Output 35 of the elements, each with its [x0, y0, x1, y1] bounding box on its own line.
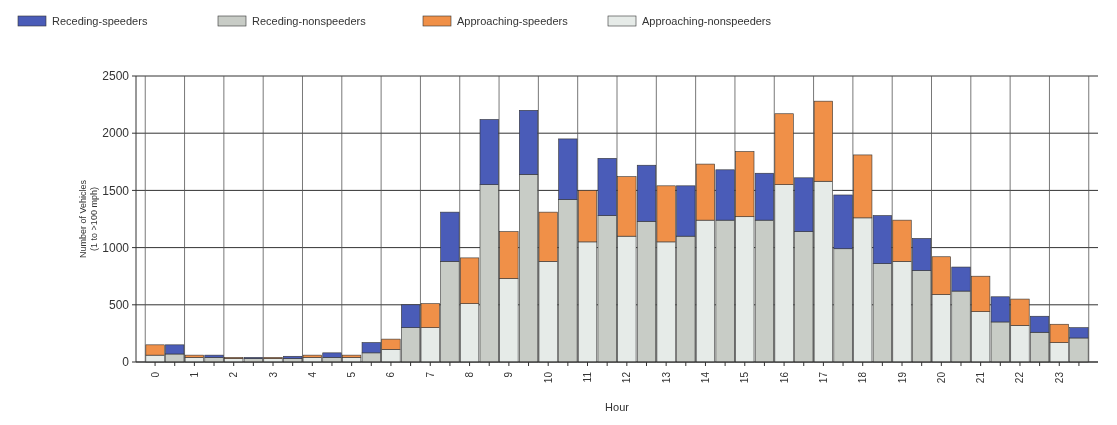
- x-tick-label: 10: [542, 371, 554, 384]
- x-tick-label: 23: [1053, 371, 1065, 384]
- x-tick-label: 17: [817, 371, 829, 384]
- x-tick-label: 4: [306, 371, 318, 378]
- x-tick-label: 20: [935, 371, 947, 384]
- x-tick-label: 19: [896, 371, 908, 384]
- y-tick-label: 500: [108, 298, 130, 312]
- legend-label: Receding-speeders: [52, 14, 148, 27]
- x-tick-label: 11: [582, 371, 594, 383]
- x-tick-label: 6: [385, 371, 397, 378]
- y-tick-label: 1500: [102, 183, 130, 198]
- x-tick-label: 21: [975, 371, 987, 384]
- x-tick-label: 8: [464, 371, 476, 378]
- y-tick-label: 2000: [102, 126, 130, 141]
- x-tick-label: 7: [424, 371, 436, 378]
- y-axis-title: Number of Vehicles (1 to >100 mph): [78, 179, 99, 259]
- x-tick-label: 18: [857, 371, 869, 384]
- x-tick-label: 16: [778, 371, 790, 384]
- x-tick-label: 14: [699, 371, 711, 384]
- x-axis-title: Hour: [605, 401, 630, 413]
- x-tick-label: 13: [660, 371, 672, 384]
- y-tick-label: 2500: [102, 69, 130, 84]
- x-tick-label: 0: [149, 371, 161, 378]
- x-tick-label: 5: [346, 371, 358, 378]
- x-tick-label: 15: [739, 371, 751, 384]
- legend-label: Receding-nonspeeders: [252, 14, 367, 27]
- x-tick-label: 22: [1014, 371, 1026, 384]
- legend-label: Approaching-speeders: [457, 14, 569, 27]
- legend-label: Approaching-nonspeeders: [642, 14, 772, 27]
- x-tick-label: 9: [503, 371, 515, 378]
- y-tick-label: 1000: [102, 240, 130, 255]
- x-tick-label: 1: [188, 371, 200, 378]
- x-tick-label: 12: [621, 371, 633, 384]
- x-tick-label: 3: [267, 371, 279, 378]
- x-tick-label: 2: [228, 371, 240, 378]
